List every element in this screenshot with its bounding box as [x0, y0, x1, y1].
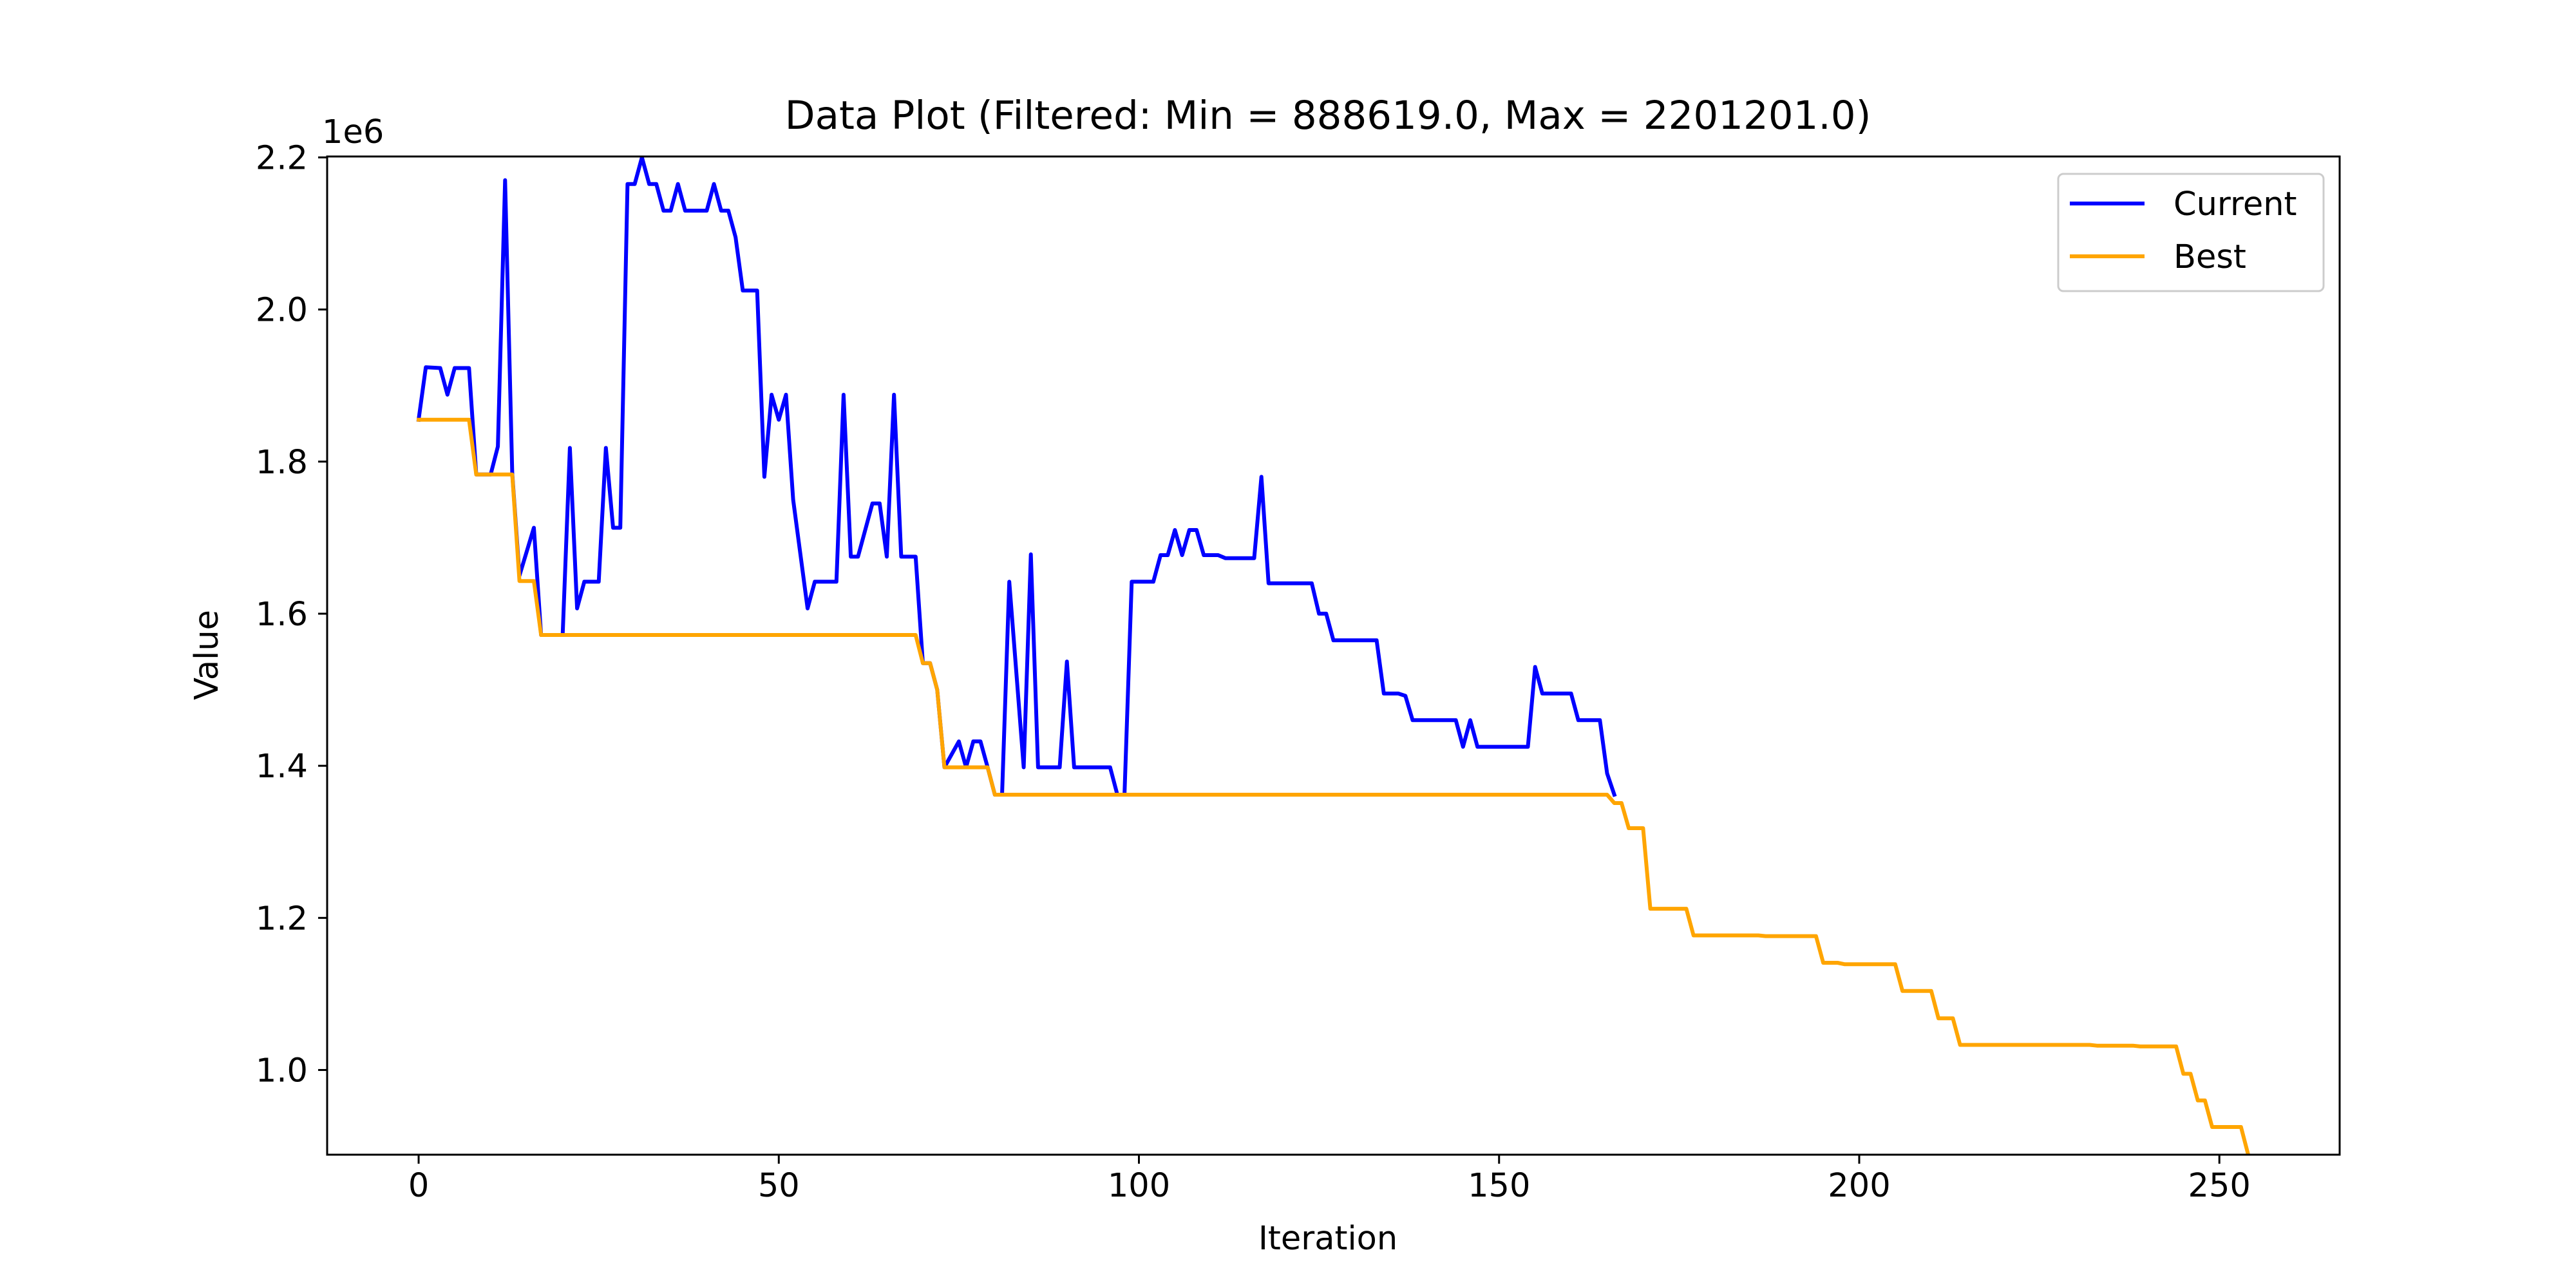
x-tick-label: 200	[1828, 1167, 1890, 1205]
x-axis-label: Iteration	[1258, 1220, 1397, 1258]
y-tick-label: 2.0	[256, 292, 308, 330]
x-tick-label: 150	[1468, 1167, 1530, 1205]
chart-title: Data Plot (Filtered: Min = 888619.0, Max…	[785, 93, 1871, 138]
y-tick-label: 1.2	[256, 900, 308, 938]
plot-content	[416, 156, 2251, 1155]
y-tick-label: 1.8	[256, 444, 308, 482]
x-tick-label: 0	[408, 1167, 429, 1205]
y-axis-offset-text: 1e6	[322, 113, 384, 151]
x-tick-label: 100	[1108, 1167, 1170, 1205]
y-tick-label: 1.4	[256, 748, 308, 786]
y-tick-label: 2.2	[256, 139, 308, 177]
series-line-best	[417, 417, 2251, 1155]
plot-frame	[326, 155, 2341, 1156]
legend-label-current: Current	[2174, 185, 2297, 223]
x-tick-label: 250	[2188, 1167, 2251, 1205]
axes: 0 50 100 150 200 250 1.0 1.2 1.4 1.6 1.8 2.0 2.2	[256, 139, 2341, 1205]
x-tick-label: 50	[758, 1167, 800, 1205]
legend: Current Best	[2057, 173, 2325, 292]
y-tick-label: 1.0	[256, 1052, 308, 1090]
y-axis-label: Value	[188, 610, 226, 700]
legend-label-best: Best	[2174, 238, 2246, 276]
y-tick-label: 1.6	[256, 596, 308, 634]
